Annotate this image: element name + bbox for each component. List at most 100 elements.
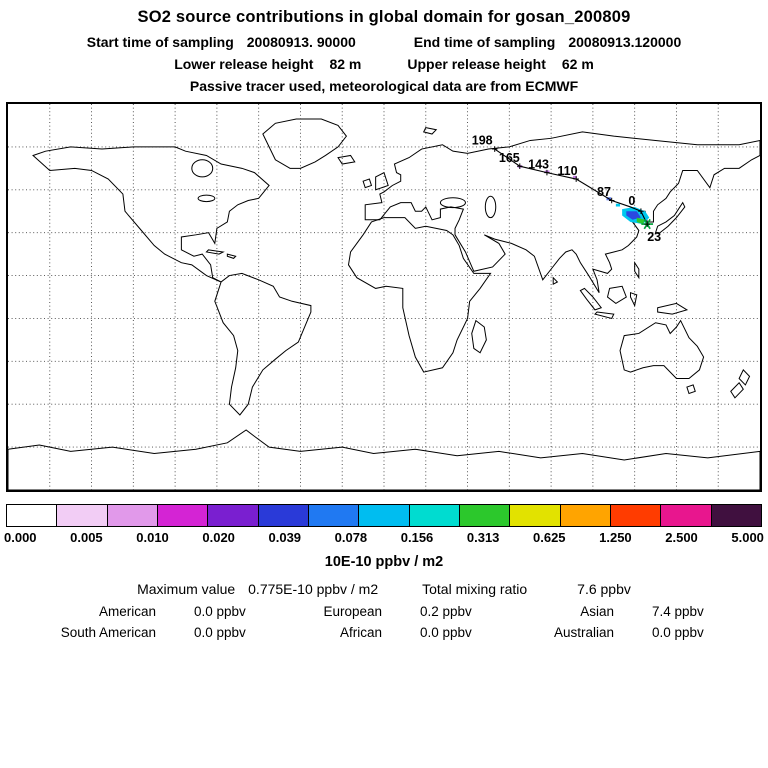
colorbar-tick-label: 0.005	[70, 530, 103, 545]
total-mixing-ratio-label: Total mixing ratio	[422, 581, 528, 597]
hudson-bay-outline	[192, 160, 213, 177]
start-time-value: 20080913. 90000	[246, 34, 356, 50]
svalbard-outline	[424, 128, 437, 134]
colorbar-segment	[661, 505, 712, 526]
upper-release-height-label: Upper release height	[407, 56, 546, 72]
sumatra-outline	[580, 288, 601, 309]
region-label: South American	[60, 625, 156, 640]
colorbar-tick-label: 2.500	[665, 530, 698, 545]
caspian-sea-outline	[485, 196, 495, 217]
plot-title: SO2 source contributions in global domai…	[137, 8, 631, 26]
antarctica-outline	[8, 430, 760, 490]
colorbar-segment	[510, 505, 561, 526]
colorbar-segment	[359, 505, 410, 526]
africa-outline	[348, 218, 490, 372]
colorbar-segment	[57, 505, 108, 526]
java-outline	[595, 312, 614, 318]
colorbar-tick-label: 0.625	[533, 530, 566, 545]
summary-stats-row: Maximum value 0.775E-10 ppbv / m2 Total …	[0, 581, 768, 597]
region-label: Asian	[580, 604, 614, 619]
borneo-outline	[608, 286, 627, 303]
trajectory-labels: 198 165 143 110 87 0 23	[472, 134, 661, 245]
colorbar-tick-label: 0.078	[334, 530, 368, 545]
colorbar	[6, 504, 762, 527]
trajectory-hour-label: 87	[597, 185, 611, 199]
plume-green-patch	[636, 217, 646, 225]
colorbar-tick-label: 0.010	[136, 530, 169, 545]
region-label: Australian	[553, 625, 614, 640]
trajectory-point-marker	[638, 208, 643, 214]
region-value: 0.0 ppbv	[194, 604, 246, 619]
plume-speck	[615, 203, 621, 207]
continent-outlines	[8, 119, 760, 490]
colorbar-segment	[7, 505, 58, 526]
eurasia-outline	[365, 132, 760, 293]
trajectory-point-marker	[517, 163, 522, 169]
trajectory-hour-label: 23	[647, 230, 661, 244]
hispaniola-outline	[227, 254, 235, 258]
world-map: 198 165 143 110 87 0 23	[8, 104, 760, 490]
trajectory-path	[495, 149, 647, 224]
new-zealand-north-outline	[739, 370, 749, 385]
region-label: European	[323, 604, 382, 619]
end-time: End time of sampling 20080913.120000	[414, 34, 681, 50]
trajectory-hour-label: 198	[472, 134, 493, 148]
north-america-outline	[33, 147, 269, 282]
colorbar-segment	[459, 505, 511, 526]
lower-release-height: Lower release height 82 m	[174, 56, 361, 72]
trajectory-point-marker	[573, 176, 578, 182]
colorbar-segment	[208, 505, 259, 526]
trajectory-point-marker	[544, 170, 549, 176]
region-value: 7.4 ppbv	[652, 604, 704, 619]
iceland-outline	[338, 155, 355, 164]
region-label: American	[98, 604, 156, 619]
lower-release-height-label: Lower release height	[174, 56, 314, 72]
stats-panel: Maximum value 0.775E-10 ppbv / m2 Total …	[0, 581, 768, 640]
colorbar-segment	[610, 505, 662, 526]
region-label: African	[339, 625, 382, 640]
colorbar-segment	[711, 505, 761, 526]
trajectory-hour-label: 143	[528, 157, 549, 171]
colorbar-tick-label: 0.000	[4, 530, 37, 545]
trajectory-hour-label: 110	[557, 164, 577, 178]
philippines-outline	[635, 263, 639, 278]
greenland-outline	[263, 119, 347, 168]
trajectory-point-marker	[609, 198, 614, 204]
new-guinea-outline	[658, 303, 687, 314]
start-time-label: Start time of sampling	[86, 34, 234, 50]
uk-outline	[376, 173, 389, 190]
region-value: 0.0 ppbv	[420, 625, 472, 640]
japan-outline	[656, 203, 685, 234]
upper-release-height-value: 62 m	[561, 56, 594, 72]
region-value: 0.0 ppbv	[652, 625, 704, 640]
colorbar-units-label: 10E-10 ppbv / m2	[324, 554, 444, 570]
maximum-value: 0.775E-10 ppbv / m2	[248, 581, 379, 597]
tracer-note: Passive tracer used, meteorological data…	[189, 78, 579, 94]
new-zealand-south-outline	[731, 383, 744, 398]
header: SO2 source contributions in global domai…	[0, 0, 768, 94]
colorbar-segment	[409, 505, 460, 526]
region-stats: American 0.0 ppbv European 0.2 ppbv Asian 7.4…	[36, 604, 732, 640]
lower-release-height-value: 82 m	[329, 56, 362, 72]
sampling-times-line: Start time of sampling 20080913. 90000 En…	[0, 34, 768, 50]
black-sea-outline	[440, 198, 465, 208]
madagascar-outline	[472, 321, 487, 353]
maximum-value-label: Maximum value	[137, 581, 236, 597]
sulawesi-outline	[630, 293, 636, 306]
region-value: 0.0 ppbv	[194, 625, 246, 640]
map-panel: 198 165 143 110 87 0 23	[6, 102, 762, 492]
great-lakes-outline	[198, 195, 215, 201]
trajectory-point-marker	[492, 146, 497, 152]
colorbar-segment	[560, 505, 611, 526]
cuba-outline	[206, 250, 223, 254]
australia-outline	[620, 321, 704, 379]
total-mixing-ratio-value: 7.6 ppbv	[577, 581, 631, 597]
trajectory-hour-label: 0	[628, 194, 635, 208]
plume-speck	[573, 175, 577, 179]
colorbar-segment	[157, 505, 209, 526]
trajectory-point-marker	[644, 221, 649, 227]
colorbar-segment	[308, 505, 360, 526]
sri-lanka-outline	[553, 278, 557, 284]
south-america-outline	[215, 273, 311, 415]
end-time-value: 20080913.120000	[568, 34, 682, 50]
